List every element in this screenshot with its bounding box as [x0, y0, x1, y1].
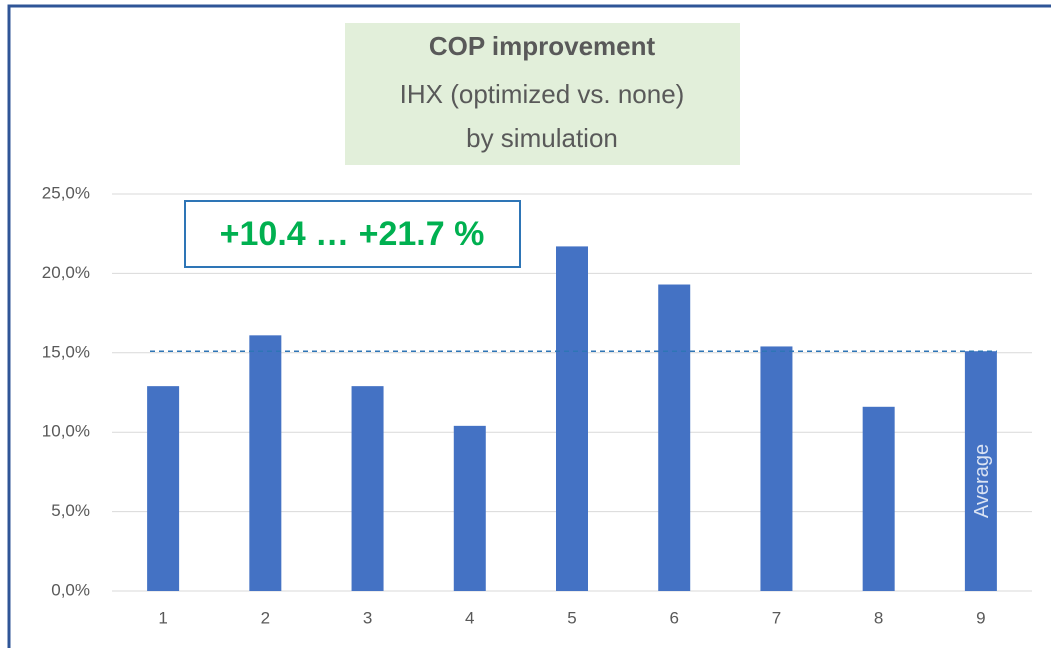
y-tick-label: 10,0%	[42, 422, 90, 441]
x-tick-label: 4	[465, 608, 474, 627]
frame	[7, 4, 1051, 648]
bar	[351, 386, 384, 591]
annotation-box	[184, 200, 521, 268]
x-tick-label: 7	[772, 608, 781, 627]
y-tick-label: 25,0%	[42, 183, 90, 202]
annotation: +10.4 … +21.7 %	[220, 215, 485, 253]
y-tick-label: 15,0%	[42, 342, 90, 361]
bar	[147, 386, 180, 591]
title-box	[345, 23, 740, 165]
chart-subtitle: IHX (optimized vs. none)	[400, 79, 685, 109]
x-tick-label: 6	[669, 608, 678, 627]
x-tick-label: 5	[567, 608, 576, 627]
bar	[658, 284, 691, 591]
x-tick-label: 2	[261, 608, 270, 627]
bar	[249, 335, 282, 591]
x-tick-label: 9	[976, 608, 985, 627]
chart-title: COP improvement	[429, 31, 656, 61]
y-tick-label: 0,0%	[51, 580, 90, 599]
bar	[453, 425, 486, 591]
x-tick-label: 8	[874, 608, 883, 627]
x-tick-label: 3	[363, 608, 372, 627]
bar	[556, 246, 588, 592]
bar	[862, 406, 895, 591]
bar	[964, 351, 997, 591]
bar	[760, 346, 793, 591]
y-tick-label: 20,0%	[42, 263, 90, 282]
y-tick-label: 5,0%	[51, 501, 90, 520]
chart-subtitle: by simulation	[466, 123, 618, 153]
x-tick-label: 1	[158, 608, 167, 627]
average-label: Average	[971, 444, 993, 518]
